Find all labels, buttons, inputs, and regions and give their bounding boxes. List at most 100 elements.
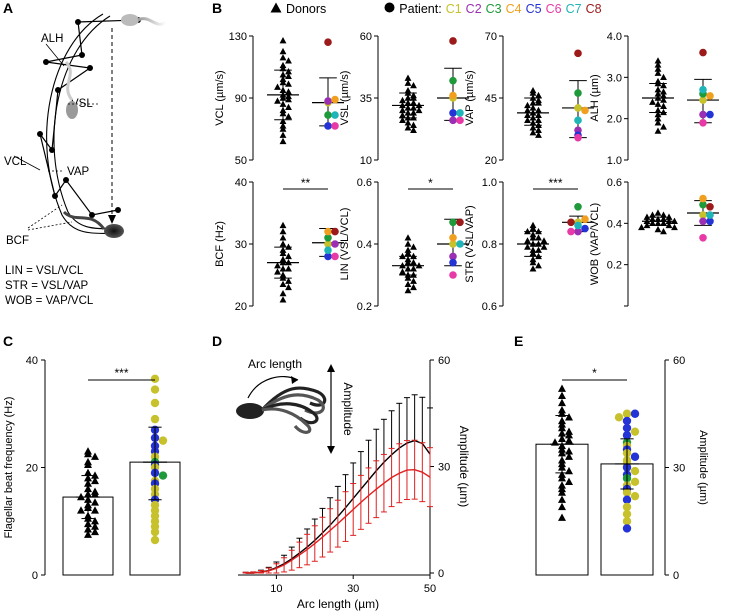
donor-point: [535, 246, 542, 253]
patient-point-c1: [630, 491, 640, 501]
donor-point: [279, 125, 287, 132]
donor-point: [524, 101, 531, 109]
donor-point: [660, 92, 667, 99]
patient-point-c1: [150, 535, 160, 545]
patient-point-c5: [630, 409, 640, 418]
donor-point: [279, 47, 287, 55]
donor-point: [660, 228, 667, 235]
patient-point-c7: [456, 109, 464, 117]
patient-point-c4: [449, 234, 457, 242]
donor-point: [558, 495, 566, 503]
vsl-arrowhead: [108, 215, 116, 224]
patient-point-c3: [449, 76, 457, 85]
patient-point-c8: [706, 203, 714, 211]
donor-point: [649, 219, 656, 227]
patient-point-c6: [331, 122, 339, 130]
panel-a-schematic: [13, 13, 167, 238]
donor-point: [410, 259, 417, 266]
amplitude-annotation: Amplitude: [341, 382, 355, 436]
donor-point: [665, 221, 673, 229]
y-axis-label: VCL (µm/s): [214, 70, 226, 125]
patient-point-c2: [324, 97, 332, 105]
donor-point: [643, 213, 651, 220]
donor-point: [524, 111, 531, 119]
donor-point: [654, 209, 662, 216]
donor-point: [91, 498, 99, 506]
patient-point-c7: [706, 211, 714, 219]
patient-point-c1: [574, 104, 582, 112]
chart-b-alh: 1.0 2.0 3.0 4.0 ALH (µm): [589, 31, 719, 167]
donor-point: [285, 68, 292, 75]
patient-point-c5: [449, 109, 457, 117]
chart-d: 10 30 500 30 60 Arc length (µm) Amplitude (µm)…: [236, 355, 471, 611]
y-tick-label: 70: [485, 31, 497, 43]
donor-point: [285, 72, 292, 79]
donor-point: [84, 460, 92, 468]
y-tick-label: 0.4: [607, 218, 622, 230]
donor-point: [285, 88, 292, 95]
flagellum-trace: [261, 393, 325, 415]
patient-point-c7: [574, 221, 582, 230]
patient-point-c1: [630, 466, 640, 476]
series-line: [245, 468, 431, 574]
donor-point: [649, 215, 656, 222]
chart-b-vcl: 50 90 130 VCL (µm/s): [214, 31, 344, 167]
donor-point: [91, 527, 99, 536]
legend-patient-marker: [384, 2, 395, 16]
donor-point: [279, 131, 287, 138]
donor-point: [654, 57, 662, 64]
significance-label: ***: [548, 176, 562, 190]
sperm-tail-mid: [64, 60, 74, 101]
vcl-vertex: [79, 52, 85, 58]
y-tick-label: 30: [673, 463, 685, 475]
sperm-illustration: Arc length Amplitude: [236, 357, 355, 454]
donor-point: [529, 89, 537, 96]
y-axis-label: VSL (µm/s): [339, 71, 351, 126]
donor-point: [279, 240, 287, 247]
label-bcf: BCF: [6, 235, 29, 247]
equation-str: STR = VSL/VAP: [5, 280, 89, 292]
donor-point: [285, 277, 292, 284]
patient-point-c5: [622, 524, 632, 533]
donor-point: [558, 513, 566, 521]
donor-point: [91, 522, 99, 530]
patient-point-c3: [574, 89, 582, 97]
vcl-vertex: [89, 212, 95, 218]
chart-b-vap: 20 45 70 VAP (µm/s): [464, 31, 594, 167]
patient-point-c1: [150, 374, 160, 384]
legend-patient-c3: C3: [485, 2, 502, 16]
donor-point: [84, 525, 92, 533]
y-tick-label: 0.6: [607, 177, 622, 189]
donor-point: [279, 221, 287, 229]
patient-point-c5: [324, 252, 332, 261]
patient-point-c8: [567, 218, 575, 227]
donor-point: [279, 117, 287, 124]
patient-point-c5: [581, 224, 589, 233]
donor-point: [529, 224, 537, 232]
donor-point: [524, 243, 531, 250]
y-tick-label: 45: [485, 93, 497, 105]
patient-point-c1: [622, 517, 632, 526]
patient-point-c6: [567, 227, 575, 236]
y-axis-label: STR (VSL/VAP): [464, 205, 476, 282]
patient-point-c3: [449, 218, 457, 227]
donor-point: [535, 106, 542, 114]
x-tick-label: 10: [270, 583, 282, 595]
panel-d-chart: 10 30 500 30 60 Arc length (µm) Amplitude (µm)…: [236, 355, 471, 611]
donor-point: [404, 286, 412, 294]
vcl-vertex: [55, 87, 61, 93]
y-tick-label: 0: [673, 570, 679, 582]
y-tick-label: 40: [26, 355, 38, 367]
donor-point: [279, 290, 287, 297]
y-tick-label: 0.6: [482, 301, 497, 313]
patient-point-c4: [324, 227, 332, 236]
y-tick-label: 2.0: [607, 114, 622, 126]
vcl-vertex: [75, 19, 81, 25]
patient-point-c3: [324, 111, 332, 119]
donor-point: [285, 80, 292, 87]
donor-point: [410, 121, 417, 128]
donor-point: [660, 82, 667, 89]
donor-point: [410, 277, 417, 284]
legend: Donors Patient: C1 C2 C3 C4 C5 C6 C7 C8: [270, 2, 602, 16]
sperm-tail-start: [137, 17, 167, 26]
